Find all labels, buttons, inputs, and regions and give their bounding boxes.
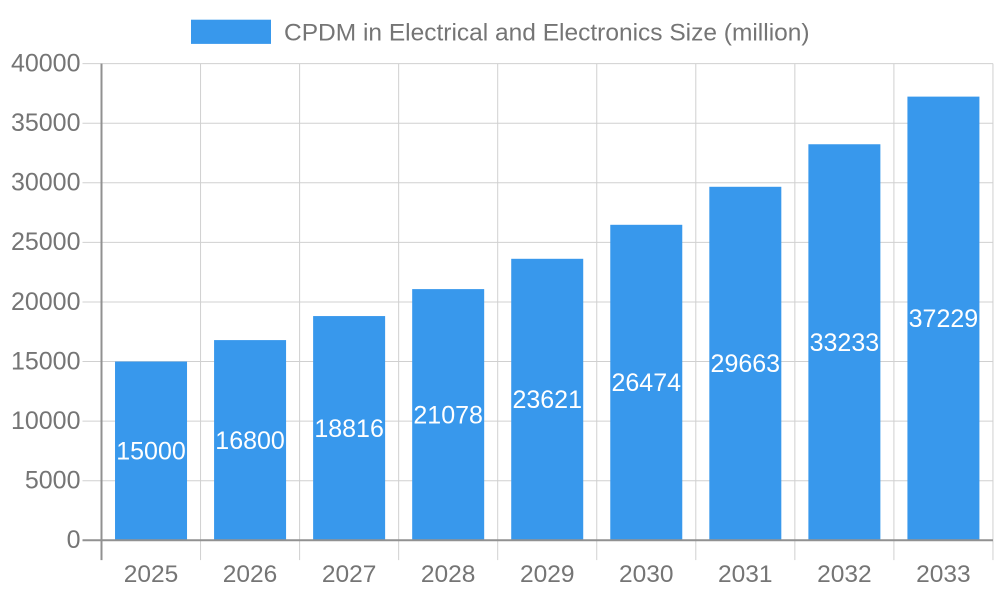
svg-text:15000: 15000 bbox=[116, 438, 186, 466]
svg-text:23621: 23621 bbox=[512, 386, 582, 414]
svg-text:CPDM in Electrical and Electro: CPDM in Electrical and Electronics Size … bbox=[284, 19, 810, 46]
svg-text:10000: 10000 bbox=[11, 407, 81, 435]
svg-text:20000: 20000 bbox=[11, 288, 81, 316]
svg-text:35000: 35000 bbox=[11, 109, 81, 137]
svg-text:5000: 5000 bbox=[25, 467, 81, 495]
svg-text:30000: 30000 bbox=[11, 169, 81, 197]
svg-text:18816: 18816 bbox=[314, 415, 384, 443]
svg-text:2027: 2027 bbox=[322, 561, 377, 588]
svg-text:2031: 2031 bbox=[718, 561, 773, 588]
svg-text:2033: 2033 bbox=[916, 561, 971, 588]
svg-text:26474: 26474 bbox=[612, 369, 682, 397]
svg-text:25000: 25000 bbox=[11, 228, 81, 256]
svg-text:2032: 2032 bbox=[817, 561, 872, 588]
svg-text:2030: 2030 bbox=[619, 561, 674, 588]
svg-text:2025: 2025 bbox=[124, 561, 179, 588]
svg-text:2028: 2028 bbox=[421, 561, 476, 588]
svg-text:16800: 16800 bbox=[215, 427, 285, 455]
svg-text:15000: 15000 bbox=[11, 347, 81, 375]
svg-text:2026: 2026 bbox=[223, 561, 278, 588]
svg-text:29663: 29663 bbox=[711, 350, 781, 378]
svg-text:40000: 40000 bbox=[11, 49, 81, 77]
svg-text:0: 0 bbox=[67, 526, 81, 554]
svg-text:2029: 2029 bbox=[520, 561, 575, 588]
svg-text:21078: 21078 bbox=[413, 401, 483, 429]
svg-text:37229: 37229 bbox=[909, 305, 979, 333]
svg-text:33233: 33233 bbox=[810, 329, 880, 357]
